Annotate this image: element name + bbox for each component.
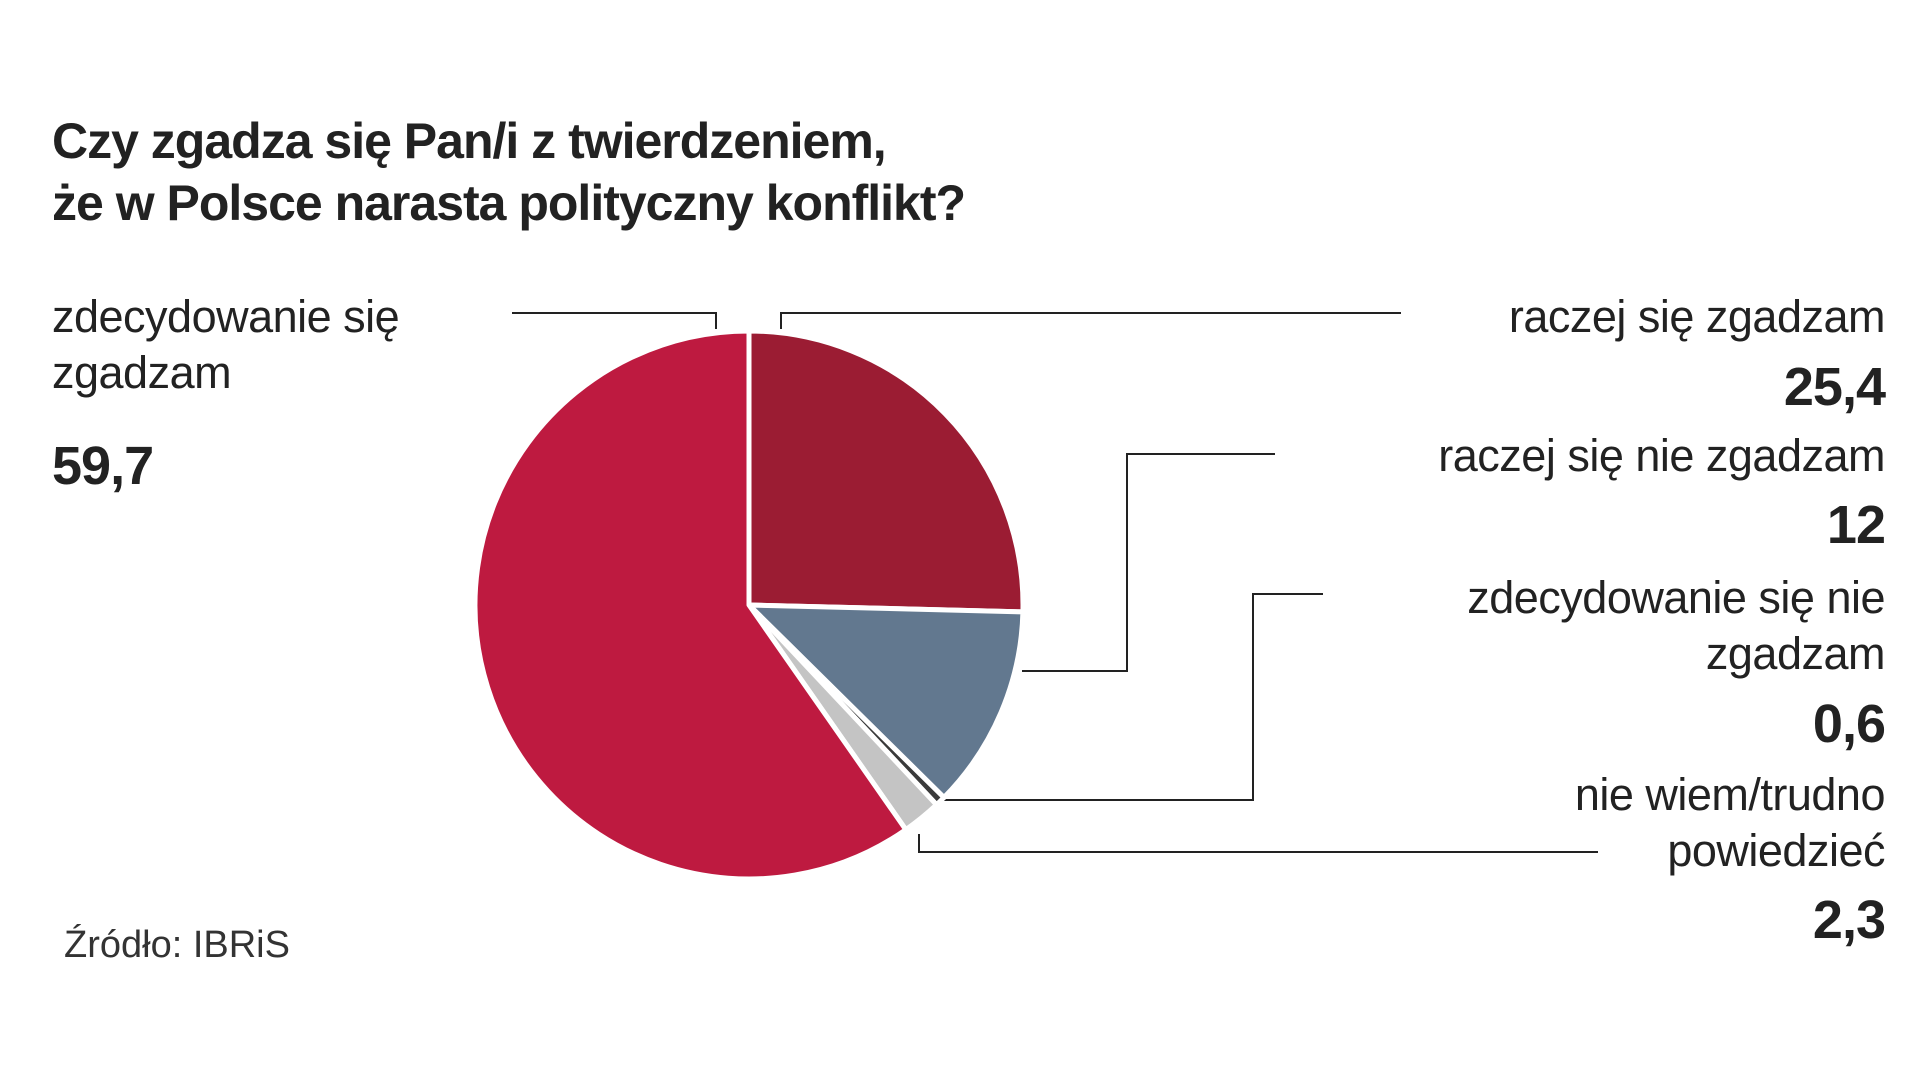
value-label: 59,7 (52, 436, 154, 496)
chart-title: Czy zgadza się Pan/i z twierdzeniem, że … (52, 113, 966, 231)
slice-label: raczej się zgadzam (1508, 291, 1886, 342)
pie-slice (472, 328, 909, 882)
leader-lines (512, 312, 1598, 853)
leader-line (512, 312, 717, 329)
value-label: 25,4 (1783, 357, 1886, 417)
slice-label: zdecydowanie się nie zgadzam (1467, 572, 1885, 679)
slice-label: nie wiem/trudno powiedzieć (1574, 769, 1886, 876)
value-label: 0,6 (1812, 694, 1886, 754)
pie-slice (746, 602, 1026, 801)
slice-label: raczej się nie zgadzam (1438, 430, 1885, 481)
leader-line (918, 834, 1598, 853)
leader-line (1022, 453, 1275, 672)
value-label: 2,3 (1812, 890, 1886, 950)
value-label: 12 (1826, 495, 1886, 555)
source: Źródło: IBRiS (64, 924, 290, 966)
slice-label: zdecydowanie się zgadzam (52, 291, 400, 398)
leader-line (944, 593, 1323, 801)
leader-line (780, 312, 1401, 329)
pie-slice (746, 328, 1026, 615)
